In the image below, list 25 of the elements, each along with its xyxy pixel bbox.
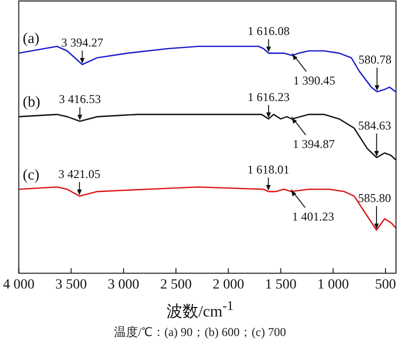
annotation: 1 401.23 [292, 210, 334, 224]
x-tick-label: 1 500 [264, 277, 296, 292]
annotation: 1 616.08 [248, 24, 290, 38]
annotation: 3 421.05 [58, 167, 100, 182]
annotation: 1 394.87 [292, 136, 335, 151]
x-tick-label: 2 500 [160, 277, 192, 292]
x-tick-label: 3 000 [108, 277, 140, 292]
annotation: 3 416.53 [58, 92, 101, 106]
annotation: 580.78 [358, 52, 392, 67]
annotation: 1 618.01 [247, 162, 290, 177]
text: 温度/℃：(a) 90；(b) 600；(c) 700 [113, 324, 287, 342]
x-tick-label: 500 [375, 277, 396, 292]
series-label: (a) [22, 31, 40, 48]
x-tick-label: 2 000 [212, 277, 244, 292]
x-tick-label: 3 500 [55, 277, 87, 292]
x-axis-title: 波数/cm$^{-1}$ [165, 297, 235, 322]
x-tick-label: 1 000 [317, 277, 349, 292]
annotation: 1 616.23 [248, 90, 290, 104]
annotation: 3 394.27 [61, 36, 104, 50]
annotation: 585.80 [358, 191, 392, 206]
x-tick-label: 4 000 [3, 277, 34, 292]
annotation: 584.63 [358, 118, 392, 133]
annotation: 1 390.45 [293, 73, 336, 88]
series-label: (b) [22, 94, 40, 111]
series-label: (c) [22, 167, 40, 184]
